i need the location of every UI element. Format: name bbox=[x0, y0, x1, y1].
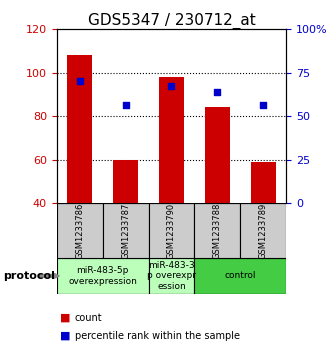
Point bbox=[169, 83, 174, 89]
Text: GSM1233790: GSM1233790 bbox=[167, 203, 176, 258]
Text: miR-483-3
p overexpr
ession: miR-483-3 p overexpr ession bbox=[147, 261, 196, 291]
Bar bbox=[194, 258, 286, 294]
Text: count: count bbox=[75, 313, 103, 323]
Point bbox=[123, 102, 128, 108]
Text: ■: ■ bbox=[60, 313, 71, 323]
Point bbox=[215, 89, 220, 95]
Bar bbox=[251, 162, 276, 203]
Bar bbox=[205, 107, 230, 203]
Text: GSM1233787: GSM1233787 bbox=[121, 202, 130, 259]
Bar bbox=[240, 203, 286, 258]
Bar bbox=[103, 203, 149, 258]
Bar bbox=[57, 258, 149, 294]
Bar bbox=[149, 258, 194, 294]
Title: GDS5347 / 230712_at: GDS5347 / 230712_at bbox=[88, 13, 255, 29]
Text: GSM1233788: GSM1233788 bbox=[213, 202, 222, 259]
Point bbox=[77, 78, 82, 84]
Bar bbox=[57, 203, 103, 258]
Bar bbox=[194, 203, 240, 258]
Bar bbox=[113, 160, 138, 203]
Text: miR-483-5p
overexpression: miR-483-5p overexpression bbox=[68, 266, 137, 286]
Bar bbox=[159, 77, 184, 203]
Point bbox=[261, 102, 266, 108]
Bar bbox=[149, 203, 194, 258]
Text: GSM1233789: GSM1233789 bbox=[259, 203, 268, 258]
Text: ■: ■ bbox=[60, 331, 71, 341]
Bar bbox=[67, 55, 92, 203]
Text: GSM1233786: GSM1233786 bbox=[75, 202, 84, 259]
Text: percentile rank within the sample: percentile rank within the sample bbox=[75, 331, 240, 341]
Text: control: control bbox=[225, 272, 256, 280]
Text: protocol: protocol bbox=[3, 271, 55, 281]
